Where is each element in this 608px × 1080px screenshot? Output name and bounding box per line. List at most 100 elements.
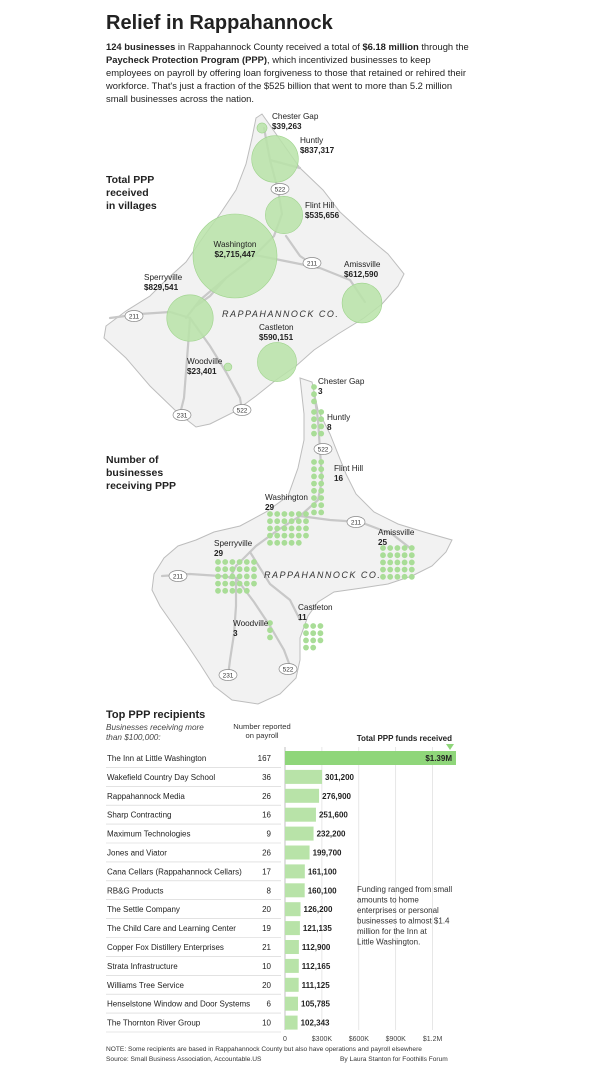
village-name: Castleton	[259, 323, 294, 332]
route-211-shield: 211	[168, 570, 188, 582]
recipient-name: The Child Care and Learning Center	[107, 924, 236, 933]
business-dot	[311, 487, 317, 494]
village-name: Chester Gap	[272, 112, 319, 121]
village-label-huntly: Huntly 8	[327, 413, 351, 432]
recipient-name: RB&G Products	[107, 886, 163, 895]
business-dot	[222, 559, 229, 565]
route-number: 522	[318, 446, 329, 453]
route-number: 522	[283, 666, 294, 673]
bar-value-label: 102,343	[301, 1019, 330, 1028]
business-dot	[317, 623, 324, 629]
dot-grid-huntly	[311, 409, 325, 437]
chart-title: Top PPP recipients	[106, 709, 205, 721]
recipient-name: Henselstone Window and Door Systems	[107, 1000, 250, 1009]
business-dot	[311, 509, 317, 516]
business-dot	[318, 459, 325, 465]
payroll-count: 20	[262, 905, 271, 914]
village-count: 29	[214, 549, 224, 558]
business-dot	[215, 580, 221, 587]
business-dot	[215, 573, 221, 580]
village-name: Castleton	[298, 603, 333, 612]
business-dot	[295, 525, 302, 532]
business-dot	[281, 525, 288, 532]
village-label-washington: Washington $2,715,447	[214, 240, 257, 259]
business-dot	[318, 430, 325, 437]
bar	[285, 958, 299, 973]
bar-value-label: 161,100	[308, 867, 337, 876]
business-dot	[401, 566, 408, 573]
business-dot	[267, 525, 273, 532]
village-name: Woodville	[233, 619, 269, 628]
route-shield-badge	[313, 443, 333, 455]
village-label-amissville: Amissville $612,590	[344, 260, 381, 279]
business-dot	[401, 573, 408, 580]
value-column-header: Total PPP funds received	[357, 734, 452, 743]
county-label: RAPPAHANNOCK CO.	[222, 309, 339, 319]
bar-value-label: $1.39M	[425, 754, 452, 763]
bar-value-label: 251,600	[319, 811, 348, 820]
dot-grid-amissville	[380, 545, 415, 580]
bar-value-label: 199,700	[313, 849, 342, 858]
dot-grid-sperryville	[215, 559, 257, 594]
business-dot	[318, 509, 325, 516]
circle-huntly	[251, 135, 299, 183]
business-dot	[267, 511, 273, 517]
recipient-name: Strata Infrastructure	[107, 962, 178, 971]
business-dot	[311, 459, 317, 465]
village-label-chester-gap: Chester Gap $39,263	[272, 112, 319, 131]
business-dot	[229, 566, 236, 573]
route-shield-badge	[278, 663, 298, 675]
payroll-count: 19	[262, 924, 271, 933]
business-dot	[408, 559, 415, 566]
business-dot	[303, 630, 309, 637]
business-dot	[274, 511, 281, 517]
recipient-name: Jones and Viator	[107, 849, 167, 858]
business-dot	[387, 573, 394, 580]
value-header-marker	[446, 744, 454, 750]
business-dot	[318, 480, 325, 487]
recipient-name: Williams Tree Service	[107, 981, 184, 990]
business-dot	[318, 409, 325, 415]
business-dot	[243, 573, 250, 580]
business-dot	[251, 559, 257, 565]
route-number: 231	[223, 672, 234, 679]
bar	[285, 977, 299, 992]
village-amount: $837,317	[300, 146, 335, 155]
route-shield-badge	[172, 409, 192, 421]
business-dot	[229, 587, 236, 594]
village-name: Huntly	[300, 136, 324, 145]
route-shield-badge	[124, 310, 144, 322]
business-dot	[401, 559, 408, 566]
chart-annotation: Funding ranged from small amounts to home…	[357, 885, 452, 947]
dot-grid-castleton	[303, 623, 324, 651]
village-label-castleton: Castleton $590,151	[259, 323, 294, 342]
business-dot	[267, 532, 273, 539]
village-name: Woodville	[187, 357, 223, 366]
dot-grid-chester-gap	[311, 384, 317, 405]
business-dot	[318, 473, 325, 480]
business-dot	[318, 416, 325, 423]
business-dot	[251, 580, 257, 587]
village-amount: $612,590	[344, 270, 379, 279]
route-231-shield: 231	[172, 409, 192, 421]
village-name: Sperryville	[144, 273, 183, 282]
business-dot	[303, 644, 309, 651]
business-dot	[303, 637, 309, 644]
business-dot	[318, 487, 325, 494]
recipient-name: The Settle Company	[107, 905, 180, 914]
business-dot	[288, 518, 295, 525]
village-name: Sperryville	[214, 539, 253, 548]
village-count: 11	[298, 613, 307, 622]
x-tick-label: $1.2M	[423, 1036, 443, 1043]
bar-value-label: 160,100	[308, 886, 337, 895]
route-number: 522	[237, 407, 248, 414]
business-dot	[394, 545, 401, 551]
business-dot	[310, 630, 317, 637]
business-dot	[394, 559, 401, 566]
business-dot	[394, 573, 401, 580]
recipient-name: The Thornton River Group	[107, 1019, 201, 1028]
bar	[285, 921, 300, 936]
village-name: Flint Hill	[305, 201, 334, 210]
payroll-count: 8	[267, 886, 272, 895]
